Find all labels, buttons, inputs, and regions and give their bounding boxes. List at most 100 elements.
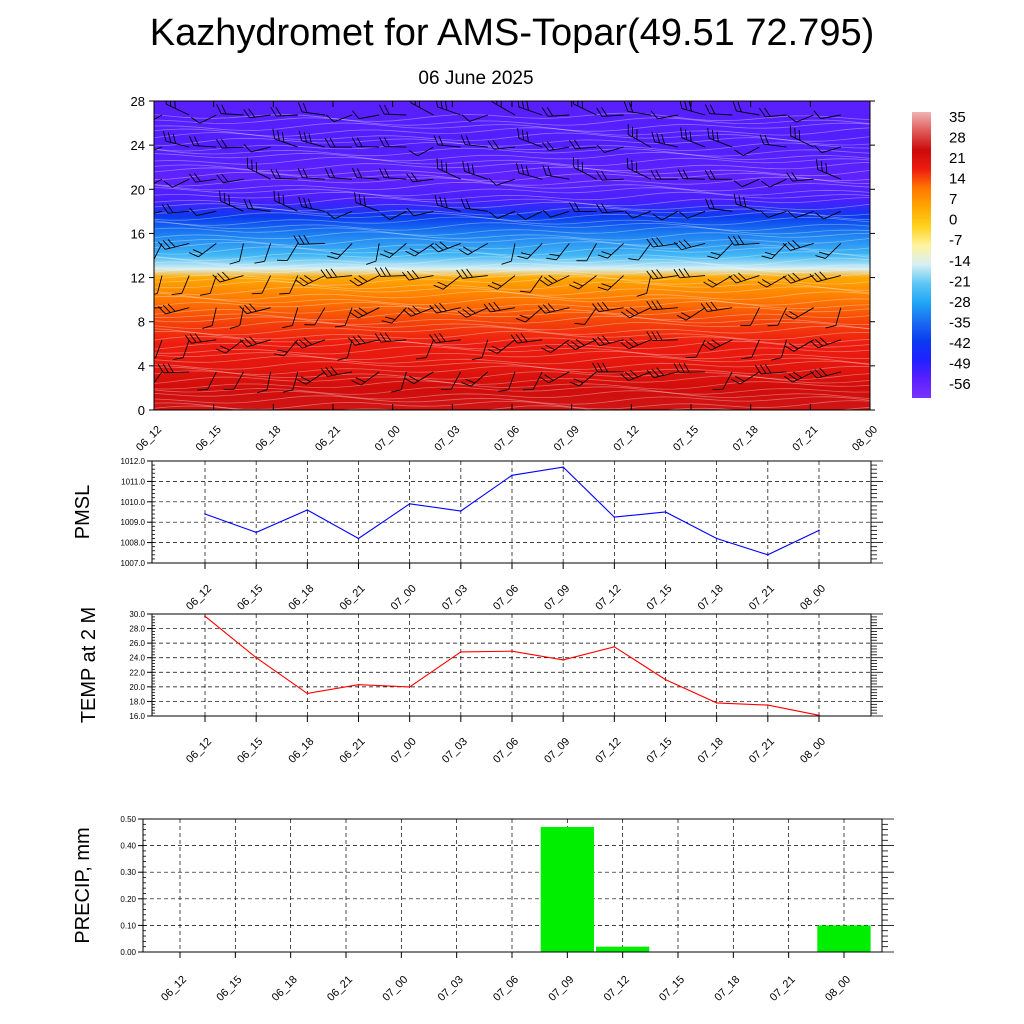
x-tick-label: 07_06 [492,424,522,454]
wind-barb [163,178,190,188]
wind-barb [757,275,787,288]
x-tick-label: 07_06 [491,736,521,766]
x-tick-label: 07_06 [491,583,521,613]
y-tick-label: 1011.0 [121,477,145,486]
wind-barb [761,243,787,260]
x-tick-label: 06_18 [286,736,316,766]
wind-barb [727,235,760,246]
wind-barb [597,275,624,291]
wind-barb [202,307,217,329]
wind-barb [216,138,244,149]
y-tick-label: 1007.0 [121,559,146,568]
wind-barb [279,275,299,295]
x-tick-label: 07_21 [790,424,820,454]
wind-barb [733,193,760,212]
wind-barb [351,167,380,180]
wind-barb [516,162,543,180]
wind-barb [516,210,543,220]
x-tick-label: 06_15 [235,583,265,613]
wind-barb [251,275,272,295]
wind-barb [628,243,652,261]
wind-barb [461,371,489,387]
x-tick-label: 06_15 [194,424,224,454]
wind-barb [297,168,325,180]
x-tick-label: 07_00 [380,974,410,1004]
wind-barb [488,177,516,186]
wind-barb [243,144,271,153]
wind-barb [652,210,679,221]
precip-panel: 0.00 0.10 0.20 0.30 0.40 0.50 06_12 06_15 06_18 0… [72,815,894,1004]
temp-point [664,678,667,681]
x-tick-label: 07_12 [602,974,632,1004]
wind-barb [457,306,488,318]
wind-barb [402,305,434,317]
wind-barb [620,338,651,350]
x-tick-label: 07_03 [440,583,470,613]
wind-barb [650,169,678,180]
wind-barb [541,339,570,354]
wind-barb [784,307,814,320]
wind-barb [596,203,624,214]
x-tick-label: 06_18 [270,974,300,1004]
wind-barb [825,307,842,329]
colorbar-label: 28 [949,130,966,147]
y-axis-label: PRECIP, mm [72,827,94,943]
wind-barb [650,110,678,120]
wind-barb [158,303,190,315]
wind-barb [327,243,353,260]
wind-barb [546,243,570,261]
wind-barb [636,275,652,297]
x-tick-label: 07_18 [731,424,761,454]
wind-barb [651,131,678,148]
wind-barb [435,101,461,116]
wind-barb [809,271,841,283]
wind-barb [646,367,679,379]
colorbar-label: 14 [949,171,966,188]
wind-barb [815,210,841,220]
wind-barb [576,243,597,262]
temp-point [613,645,616,648]
wind-barb [223,371,244,390]
wind-barb [433,135,461,148]
wind-barb [272,128,298,148]
wind-barb [740,307,760,327]
colorbar-scale [912,112,931,398]
wind-barb [379,168,407,180]
temp-frame [151,613,872,717]
x-tick-label: 07_03 [436,974,466,1004]
x-tick-label: 07_03 [440,736,470,766]
wind-barb [707,243,733,260]
wind-barb [254,243,272,264]
wind-barb [673,268,706,279]
wind-barb [154,275,163,297]
wind-barb [539,371,570,384]
y-tick-label: 0.50 [120,815,136,824]
colorbar-label: 35 [949,109,966,126]
wind-barb [676,307,706,321]
wind-barb [517,243,543,260]
wind-barb [162,131,190,148]
wind-barb [760,210,787,218]
x-tick-label: 07_00 [389,583,419,613]
wind-barb [408,146,434,157]
pmsl-point [408,503,411,505]
y-tick-label: 0.40 [120,842,136,851]
pmsl-point [204,513,206,515]
precip-bar [540,827,594,952]
temperature-cross-section: 0 4 8 12 16 20 24 28 06_12 06_15 06_18 06_21 07_00 07… [131,94,881,454]
x-tick-label: 07_21 [747,736,777,766]
wind-barb [596,170,624,181]
wind-barb [569,139,597,150]
x-tick-label: 08_00 [798,736,828,766]
wind-barb [569,275,597,290]
x-tick-label: 06_12 [134,424,164,454]
y-tick-label: 24 [131,138,145,153]
y-tick-label: 20.0 [129,683,145,692]
wind-barb [620,369,651,381]
wind-barb [705,198,733,212]
wind-barb [436,158,461,180]
wind-barb [515,307,543,323]
pmsl-point [306,509,309,511]
wind-barb [219,190,244,212]
y-tick-label: 0.00 [120,948,136,957]
